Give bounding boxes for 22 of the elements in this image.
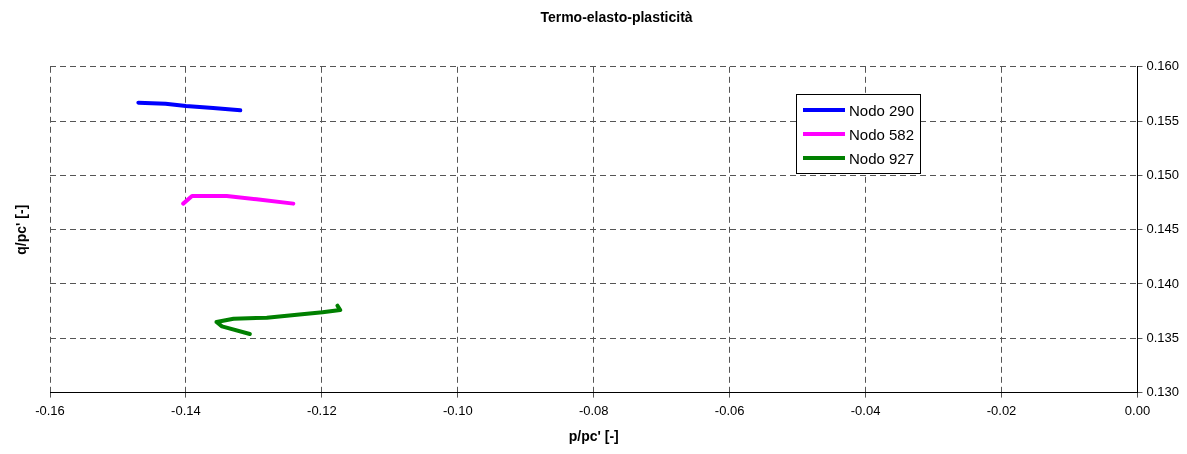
y-tick-label: 0.155 (1146, 112, 1180, 128)
legend-label: Nodo 582 (849, 125, 915, 143)
legend-label: Nodo 290 (849, 101, 915, 119)
x-tick-label: -0.06 (714, 402, 745, 418)
y-tick-label: 0.160 (1146, 58, 1180, 74)
x-tick-label: 0.00 (1124, 402, 1151, 418)
x-tick-label: -0.14 (171, 402, 201, 418)
x-tick-label: -0.02 (986, 402, 1017, 418)
legend-label: Nodo 927 (849, 149, 915, 167)
x-tick-label: -0.04 (850, 402, 881, 418)
y-tick-label: 0.145 (1146, 221, 1180, 237)
y-tick-label: 0.140 (1146, 275, 1180, 291)
x-tick-label: -0.08 (578, 402, 609, 418)
x-axis-title: p/pc' [-] (568, 428, 619, 445)
y-tick-label: 0.135 (1146, 329, 1180, 345)
chart-title: Termo-elasto-plasticità (540, 9, 693, 26)
y-axis-title: q/pc' [-] (12, 204, 29, 255)
x-tick-label: -0.12 (307, 402, 337, 418)
y-tick-label: 0.130 (1146, 384, 1180, 400)
x-tick-label: -0.16 (35, 402, 65, 418)
y-tick-label: 0.150 (1146, 166, 1180, 182)
x-tick-label: -0.10 (442, 402, 473, 418)
